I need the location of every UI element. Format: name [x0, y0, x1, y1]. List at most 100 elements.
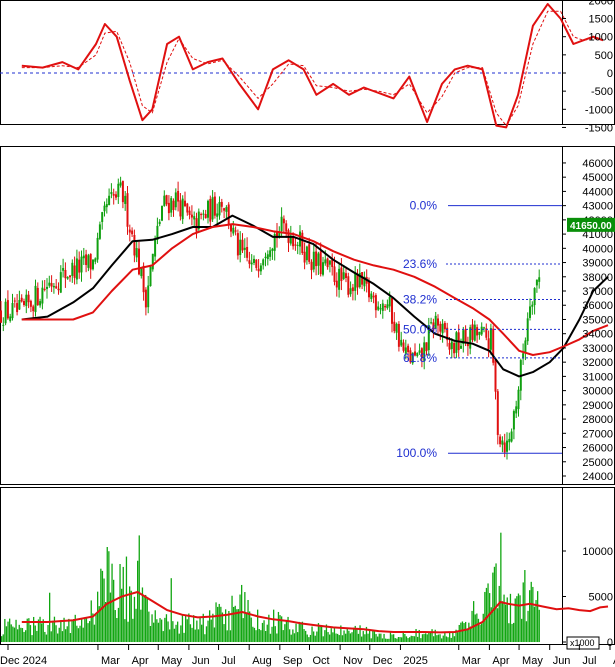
candle-body: [18, 300, 21, 310]
volume-bar: [425, 633, 427, 642]
volume-bar: [415, 628, 417, 642]
volume-bar: [98, 606, 100, 642]
volume-bar: [340, 625, 342, 642]
volume-bar: [170, 578, 172, 642]
volume-bar: [133, 596, 136, 642]
candle-body: [82, 255, 85, 259]
volume-bar: [513, 622, 515, 642]
x-axis: Dec 2024 Mar Apr May Jun Jul Aug Sep Oct Nov Dec 20…: [0, 644, 615, 667]
oscillator-series-line-0: [21, 3, 604, 129]
volume-bar: [285, 621, 288, 642]
volume-bar: [386, 638, 388, 642]
candle-body: [216, 213, 219, 217]
candle-body: [230, 224, 232, 232]
candle-body: [271, 248, 274, 251]
candle-body: [209, 198, 212, 222]
candle-body: [349, 288, 352, 295]
volume-bar: [492, 572, 494, 642]
price-y-tick-label: 37000: [582, 286, 613, 298]
volume-bar: [322, 636, 324, 642]
fib-label: 100.0%: [396, 446, 437, 460]
volume-bar: [359, 625, 361, 642]
volume-bar: [281, 616, 283, 642]
volume-bar: [420, 638, 422, 642]
candle-body: [64, 269, 67, 279]
volume-bar: [282, 630, 284, 642]
volume-bar: [172, 621, 174, 642]
candle-body: [204, 214, 207, 219]
volume-bar: [268, 614, 270, 642]
candle-body: [156, 225, 159, 240]
volume-bar: [429, 632, 432, 642]
volume-bar: [87, 623, 89, 642]
candle-body: [363, 276, 366, 287]
volume-bar: [162, 631, 164, 642]
volume-bar: [434, 629, 436, 642]
volume-bar: [113, 579, 115, 642]
candle-body: [515, 406, 518, 414]
candle-body: [453, 342, 456, 354]
volume-bar: [225, 609, 227, 642]
oscillator-y-tick-label: -1500: [585, 122, 613, 134]
volume-bar: [309, 634, 312, 642]
volume-bar: [316, 631, 318, 642]
candle-body: [236, 233, 239, 256]
volume-bar: [289, 629, 291, 642]
volume-panel: 0 5000 10000 x1000: [0, 487, 615, 650]
candle-body: [197, 211, 200, 230]
volume-bar: [431, 629, 433, 642]
candle-body: [232, 227, 235, 234]
volume-bar: [327, 632, 329, 642]
volume-bar: [196, 620, 198, 642]
volume-bar: [50, 631, 52, 642]
volume-bar: [436, 635, 438, 642]
last-price-badge: [567, 217, 615, 232]
volume-bar: [493, 566, 496, 642]
volume-bar: [306, 634, 308, 642]
volume-bar: [23, 631, 25, 642]
candle-body: [92, 259, 94, 270]
candle-body: [167, 202, 170, 214]
candle-body: [301, 232, 304, 253]
volume-bar: [231, 595, 233, 642]
candle-body: [358, 272, 361, 288]
volume-bar: [140, 609, 142, 642]
candle-body: [266, 254, 269, 260]
candle-body: [294, 244, 297, 246]
volume-bar: [121, 588, 123, 642]
candle-body: [437, 318, 439, 326]
candle-body: [126, 193, 129, 227]
candle-body: [384, 305, 387, 308]
volume-bar: [129, 586, 131, 642]
volume-bar: [385, 638, 387, 642]
volume-bar: [5, 626, 8, 642]
volume-bar: [412, 636, 414, 642]
price-y-tick-label: 27000: [582, 428, 613, 440]
volume-bar: [69, 633, 72, 642]
candle-body: [69, 275, 71, 278]
volume-bar: [49, 592, 51, 642]
volume-bar: [444, 632, 446, 642]
volume-bar: [433, 636, 435, 642]
volume-bar: [237, 609, 240, 642]
volume-bar: [25, 630, 27, 642]
x-tick-label: Jul: [222, 655, 236, 667]
volume-bar: [165, 614, 168, 642]
volume-bar: [71, 619, 73, 642]
candle-body: [243, 247, 246, 250]
volume-bar: [191, 627, 193, 642]
volume-bar: [183, 632, 185, 642]
volume-bar: [124, 619, 126, 642]
volume-bar: [377, 636, 379, 642]
volume-bar: [468, 622, 470, 642]
candle-body: [4, 301, 7, 324]
volume-bar: [156, 619, 158, 642]
candle-body: [96, 237, 99, 260]
volume-bar: [276, 633, 278, 642]
candle-body: [105, 204, 108, 208]
candle-body: [533, 288, 536, 306]
volume-bar: [116, 618, 118, 642]
candle-body: [39, 301, 42, 306]
candle-body: [529, 306, 531, 318]
candle-body: [319, 251, 322, 275]
